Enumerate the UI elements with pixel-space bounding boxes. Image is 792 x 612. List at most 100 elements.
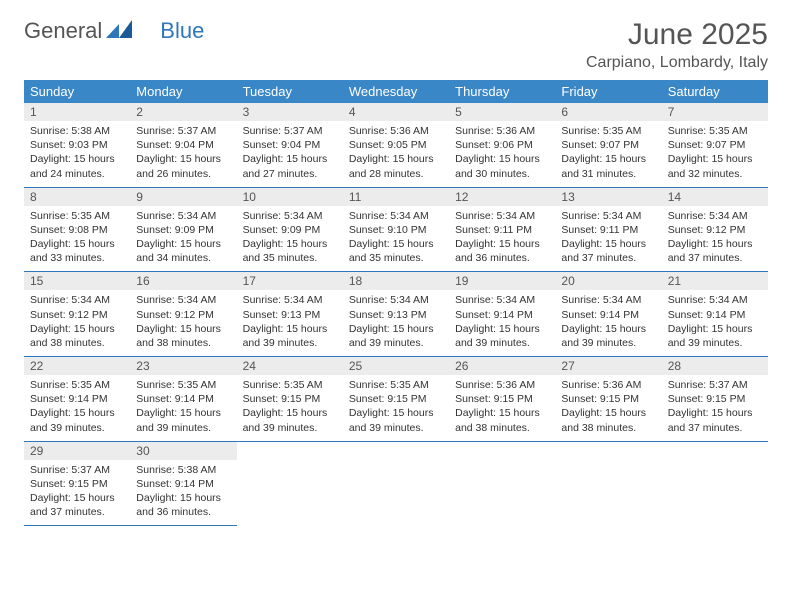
calendar-day-cell	[237, 441, 343, 526]
sunrise-line: Sunrise: 5:37 AM	[136, 124, 230, 138]
daylight-line: Daylight: 15 hours and 33 minutes.	[30, 237, 124, 265]
daylight-line: Daylight: 15 hours and 37 minutes.	[30, 491, 124, 519]
logo: General Blue	[24, 18, 204, 44]
sunrise-line: Sunrise: 5:34 AM	[243, 293, 337, 307]
sunrise-line: Sunrise: 5:37 AM	[30, 463, 124, 477]
day-number: 25	[343, 357, 449, 375]
day-number: 30	[130, 442, 236, 460]
calendar-day-cell: 18 Sunrise: 5:34 AMSunset: 9:13 PMDayligh…	[343, 272, 449, 357]
sunset-line: Sunset: 9:04 PM	[136, 138, 230, 152]
calendar-day-cell: 7Sunrise: 5:35 AMSunset: 9:07 PMDaylight…	[662, 103, 768, 187]
sunrise-line: Sunrise: 5:34 AM	[243, 209, 337, 223]
day-number: 7	[662, 103, 768, 121]
calendar-day-cell: 1Sunrise: 5:38 AMSunset: 9:03 PMDaylight…	[24, 103, 130, 187]
sunset-line: Sunset: 9:06 PM	[455, 138, 549, 152]
sunrise-line: Sunrise: 5:34 AM	[561, 209, 655, 223]
daylight-line: Daylight: 15 hours and 37 minutes.	[668, 406, 762, 434]
weekday-header-row: Sunday Monday Tuesday Wednesday Thursday…	[24, 80, 768, 103]
sunrise-line: Sunrise: 5:36 AM	[561, 378, 655, 392]
sunset-line: Sunset: 9:14 PM	[668, 308, 762, 322]
sunrise-line: Sunrise: 5:34 AM	[349, 293, 443, 307]
day-body: Sunrise: 5:38 AMSunset: 9:03 PMDaylight:…	[24, 121, 130, 187]
day-body: Sunrise: 5:36 AMSunset: 9:15 PMDaylight:…	[555, 375, 661, 441]
logo-text-2: Blue	[160, 18, 204, 44]
calendar-week-row: 22Sunrise: 5:35 AMSunset: 9:14 PMDayligh…	[24, 357, 768, 442]
day-body: Sunrise: 5:34 AMSunset: 9:09 PMDaylight:…	[237, 206, 343, 272]
daylight-line: Daylight: 15 hours and 26 minutes.	[136, 152, 230, 180]
day-number: 17	[237, 272, 343, 290]
day-body: Sunrise: 5:34 AMSunset: 9:11 PMDaylight:…	[449, 206, 555, 272]
sunset-line: Sunset: 9:12 PM	[668, 223, 762, 237]
sunrise-line: Sunrise: 5:34 AM	[30, 293, 124, 307]
day-body: Sunrise: 5:35 AMSunset: 9:07 PMDaylight:…	[555, 121, 661, 187]
day-number: 26	[449, 357, 555, 375]
day-number: 20	[555, 272, 661, 290]
day-number: 12	[449, 188, 555, 206]
sunset-line: Sunset: 9:13 PM	[349, 308, 443, 322]
calendar-day-cell: 10Sunrise: 5:34 AMSunset: 9:09 PMDayligh…	[237, 187, 343, 272]
day-number: 3	[237, 103, 343, 121]
sunset-line: Sunset: 9:15 PM	[349, 392, 443, 406]
daylight-line: Daylight: 15 hours and 39 minutes.	[455, 322, 549, 350]
logo-mark-icon	[106, 18, 132, 44]
sunrise-line: Sunrise: 5:35 AM	[243, 378, 337, 392]
sunset-line: Sunset: 9:14 PM	[561, 308, 655, 322]
daylight-line: Daylight: 15 hours and 39 minutes.	[243, 322, 337, 350]
day-body: Sunrise: 5:35 AMSunset: 9:14 PMDaylight:…	[24, 375, 130, 441]
day-number: 5	[449, 103, 555, 121]
sunset-line: Sunset: 9:14 PM	[30, 392, 124, 406]
sunset-line: Sunset: 9:15 PM	[455, 392, 549, 406]
calendar-day-cell: 25Sunrise: 5:35 AMSunset: 9:15 PMDayligh…	[343, 357, 449, 442]
calendar-day-cell: 15Sunrise: 5:34 AMSunset: 9:12 PMDayligh…	[24, 272, 130, 357]
day-body: Sunrise: 5:35 AMSunset: 9:14 PMDaylight:…	[130, 375, 236, 441]
calendar-day-cell: 6Sunrise: 5:35 AMSunset: 9:07 PMDaylight…	[555, 103, 661, 187]
calendar-day-cell	[343, 441, 449, 526]
sunset-line: Sunset: 9:08 PM	[30, 223, 124, 237]
daylight-line: Daylight: 15 hours and 37 minutes.	[561, 237, 655, 265]
daylight-line: Daylight: 15 hours and 35 minutes.	[349, 237, 443, 265]
daylight-line: Daylight: 15 hours and 28 minutes.	[349, 152, 443, 180]
sunset-line: Sunset: 9:12 PM	[30, 308, 124, 322]
sunrise-line: Sunrise: 5:34 AM	[455, 209, 549, 223]
daylight-line: Daylight: 15 hours and 32 minutes.	[668, 152, 762, 180]
calendar-day-cell	[449, 441, 555, 526]
day-body: Sunrise: 5:34 AMSunset: 9:10 PMDaylight:…	[343, 206, 449, 272]
sunrise-line: Sunrise: 5:36 AM	[455, 124, 549, 138]
daylight-line: Daylight: 15 hours and 36 minutes.	[136, 491, 230, 519]
daylight-line: Daylight: 15 hours and 39 minutes.	[136, 406, 230, 434]
daylight-line: Daylight: 15 hours and 37 minutes.	[668, 237, 762, 265]
day-body: Sunrise: 5:34 AMSunset: 9:11 PMDaylight:…	[555, 206, 661, 272]
calendar-week-row: 29Sunrise: 5:37 AMSunset: 9:15 PMDayligh…	[24, 441, 768, 526]
daylight-line: Daylight: 15 hours and 39 minutes.	[349, 322, 443, 350]
day-number: 14	[662, 188, 768, 206]
day-number: 6	[555, 103, 661, 121]
sunrise-line: Sunrise: 5:34 AM	[136, 209, 230, 223]
day-number: 23	[130, 357, 236, 375]
daylight-line: Daylight: 15 hours and 27 minutes.	[243, 152, 337, 180]
weekday-header: Thursday	[449, 80, 555, 103]
daylight-line: Daylight: 15 hours and 39 minutes.	[349, 406, 443, 434]
day-body: Sunrise: 5:34 AMSunset: 9:12 PMDaylight:…	[24, 290, 130, 356]
calendar-day-cell: 3Sunrise: 5:37 AMSunset: 9:04 PMDaylight…	[237, 103, 343, 187]
sunset-line: Sunset: 9:10 PM	[349, 223, 443, 237]
calendar-day-cell: 17Sunrise: 5:34 AMSunset: 9:13 PMDayligh…	[237, 272, 343, 357]
calendar-day-cell	[555, 441, 661, 526]
day-number: 9	[130, 188, 236, 206]
calendar-day-cell: 29Sunrise: 5:37 AMSunset: 9:15 PMDayligh…	[24, 441, 130, 526]
day-number: 18	[343, 272, 449, 290]
sunset-line: Sunset: 9:09 PM	[136, 223, 230, 237]
daylight-line: Daylight: 15 hours and 35 minutes.	[243, 237, 337, 265]
calendar-day-cell: 2Sunrise: 5:37 AMSunset: 9:04 PMDaylight…	[130, 103, 236, 187]
daylight-line: Daylight: 15 hours and 30 minutes.	[455, 152, 549, 180]
day-body: Sunrise: 5:37 AMSunset: 9:04 PMDaylight:…	[130, 121, 236, 187]
day-number: 27	[555, 357, 661, 375]
sunset-line: Sunset: 9:07 PM	[668, 138, 762, 152]
day-body: Sunrise: 5:34 AMSunset: 9:14 PMDaylight:…	[662, 290, 768, 356]
calendar-day-cell	[662, 441, 768, 526]
calendar-day-cell: 30Sunrise: 5:38 AMSunset: 9:14 PMDayligh…	[130, 441, 236, 526]
daylight-line: Daylight: 15 hours and 24 minutes.	[30, 152, 124, 180]
logo-text-1: General	[24, 18, 102, 44]
daylight-line: Daylight: 15 hours and 38 minutes.	[136, 322, 230, 350]
day-number: 19	[449, 272, 555, 290]
title-block: June 2025 Carpiano, Lombardy, Italy	[586, 18, 768, 72]
